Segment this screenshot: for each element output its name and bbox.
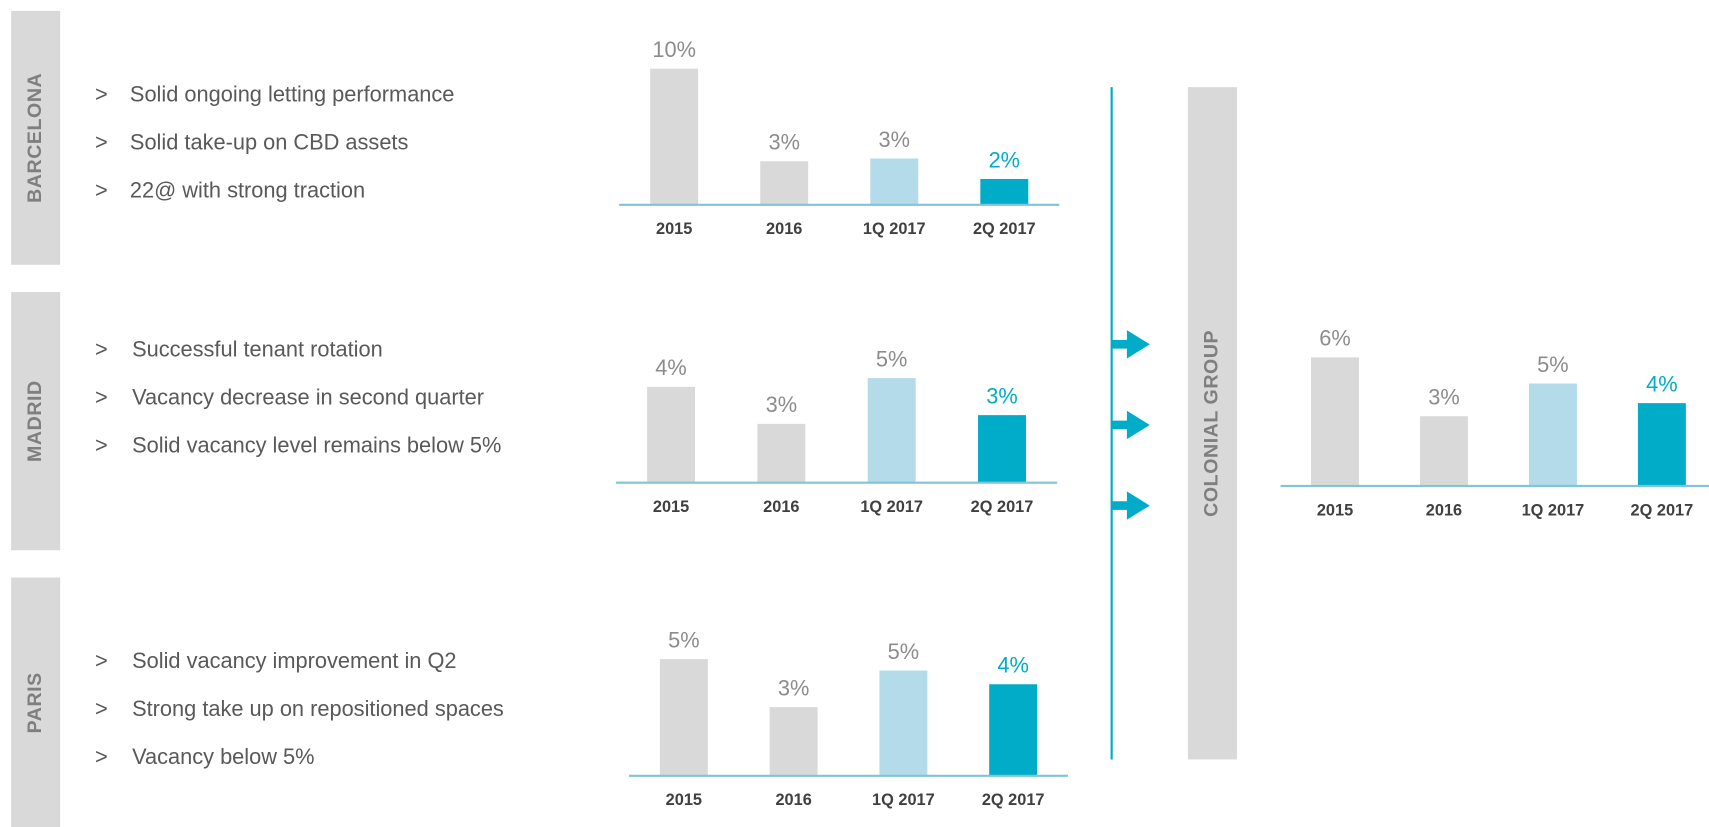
bar [870, 158, 919, 205]
x-tick-label: 1Q 2017 [863, 220, 926, 238]
x-tick-label: 2Q 2017 [971, 498, 1034, 516]
bar [650, 68, 699, 205]
note: Successful tenant rotation [132, 337, 383, 362]
bar [1637, 403, 1686, 486]
value-label: 5% [888, 639, 919, 664]
arrow [1111, 410, 1150, 440]
bar [879, 670, 928, 776]
x-tick-label: 2015 [653, 498, 689, 516]
x-tick-label: 2Q 2017 [1631, 501, 1694, 519]
note: 22@ with strong traction [130, 178, 365, 203]
x-tick-label: 2Q 2017 [973, 220, 1036, 238]
value-label: 3% [766, 392, 797, 417]
value-label: 3% [778, 675, 809, 700]
value-label: 4% [655, 355, 686, 380]
region-box [11, 292, 61, 551]
bar [989, 684, 1038, 776]
value-label: 5% [876, 346, 907, 371]
note: Strong take up on repositioned spaces [132, 696, 504, 721]
x-tick-label: 2016 [763, 498, 799, 516]
bullet: > [95, 385, 108, 410]
x-tick-label: 2015 [656, 220, 692, 238]
note: Solid ongoing letting performance [130, 82, 455, 107]
bar [757, 423, 806, 483]
bullet: > [95, 648, 108, 673]
value-label: 5% [1537, 352, 1568, 377]
arrow [1111, 491, 1150, 520]
note: Solid vacancy level remains below 5% [132, 432, 501, 457]
value-label: 3% [768, 130, 799, 155]
bar [1419, 416, 1468, 486]
x-tick-label: 1Q 2017 [872, 791, 935, 809]
bullet: > [95, 337, 108, 362]
region-box [11, 10, 61, 265]
bar [760, 161, 809, 205]
bullet: > [95, 130, 108, 155]
value-label: 5% [668, 627, 699, 652]
value-label: 4% [997, 653, 1028, 678]
value-label: 10% [652, 37, 696, 62]
bar [978, 415, 1026, 483]
bar [1528, 383, 1577, 486]
note: Solid take-up on CBD assets [130, 130, 409, 155]
region-title: BARCELONA [24, 73, 46, 203]
bar [647, 386, 696, 483]
value-label: 3% [1428, 385, 1459, 410]
region-box [11, 577, 61, 827]
region-box [1187, 87, 1237, 760]
bullet: > [95, 744, 108, 769]
note: Vacancy below 5% [132, 744, 314, 769]
bullet: > [95, 82, 108, 107]
bullet: > [95, 432, 108, 457]
bar [769, 707, 818, 776]
x-tick-label: 2015 [1317, 501, 1353, 519]
bullet: > [95, 696, 108, 721]
value-label: 6% [1319, 326, 1350, 351]
value-label: 4% [1646, 371, 1677, 396]
x-tick-label: 2016 [766, 220, 802, 238]
arrow [1111, 330, 1150, 359]
bar [980, 178, 1029, 205]
region-title: COLONIAL GROUP [1201, 330, 1223, 517]
x-tick-label: 2Q 2017 [982, 791, 1045, 809]
note: Vacancy decrease in second quarter [132, 385, 484, 410]
region-title: MADRID [24, 380, 46, 462]
arrows [1111, 330, 1150, 520]
x-tick-label: 2016 [1426, 501, 1462, 519]
value-label: 3% [879, 127, 910, 152]
bar [1311, 357, 1359, 486]
bullet: > [95, 178, 108, 203]
x-tick-label: 2015 [666, 791, 702, 809]
bar [867, 378, 916, 483]
bar [659, 659, 708, 776]
x-tick-label: 2016 [775, 791, 811, 809]
note: Solid vacancy improvement in Q2 [132, 648, 456, 673]
x-tick-label: 1Q 2017 [1522, 501, 1585, 519]
value-label: 2% [989, 147, 1020, 172]
value-label: 3% [986, 383, 1017, 408]
x-tick-label: 1Q 2017 [860, 498, 923, 516]
region-title: PARIS [24, 672, 46, 733]
